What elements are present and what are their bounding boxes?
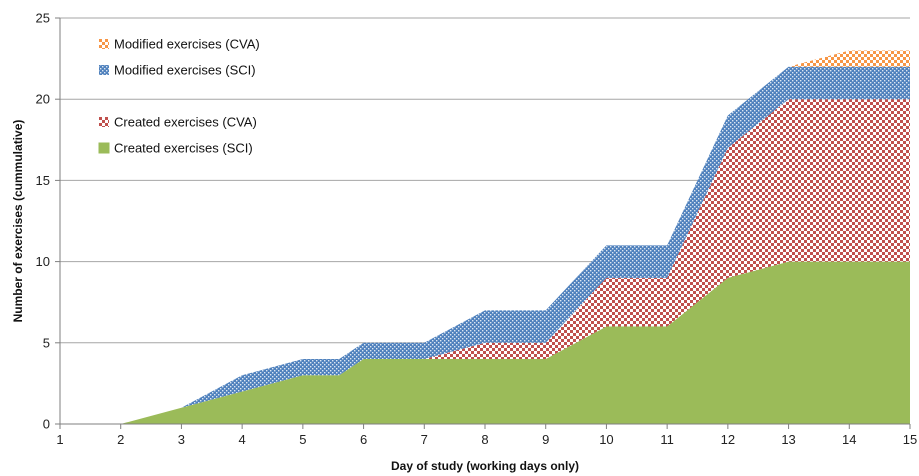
legend-swatch-2: [99, 117, 109, 127]
x-tick-label: 7: [421, 432, 428, 447]
y-tick-label: 5: [43, 335, 50, 350]
x-tick-label: 12: [721, 432, 735, 447]
y-tick-label: 15: [36, 173, 50, 188]
y-axis-title: Number of exercises (cummulative): [11, 120, 25, 323]
area-series-1: [120, 99, 910, 424]
x-tick-label: 5: [299, 432, 306, 447]
area-series: [120, 50, 910, 424]
x-tick-label: 13: [781, 432, 795, 447]
x-tick-label: 8: [481, 432, 488, 447]
x-tick-label: 3: [178, 432, 185, 447]
legend-swatch-1: [99, 65, 109, 75]
x-axis-title: Day of study (working days only): [391, 459, 579, 473]
x-tick-label: 10: [599, 432, 613, 447]
area-series-2: [120, 66, 910, 424]
x-tick-label: 2: [117, 432, 124, 447]
y-tick-label: 10: [36, 254, 50, 269]
legend-label-0: Modified exercises (CVA): [114, 37, 260, 52]
y-tick-label: 20: [36, 92, 50, 107]
legend-label-3: Created exercises (SCI): [114, 141, 253, 156]
y-tick-label: 0: [43, 417, 50, 432]
legend-swatch-0: [99, 39, 109, 49]
legend-label-1: Modified exercises (SCI): [114, 63, 256, 78]
x-tick-label: 9: [542, 432, 549, 447]
y-tick-label: 25: [36, 11, 50, 26]
x-tick-label: 1: [56, 432, 63, 447]
x-tick-label: 11: [660, 432, 674, 447]
x-tick-label: 15: [903, 432, 917, 447]
legend-label-2: Created exercises (CVA): [114, 115, 257, 130]
area-series-0: [120, 261, 910, 424]
x-tick-label: 6: [360, 432, 367, 447]
x-tick-label: 14: [842, 432, 856, 447]
x-tick-label: 4: [239, 432, 246, 447]
legend: Modified exercises (CVA) Modified exercis…: [98, 37, 260, 156]
legend-swatch-3: [98, 142, 110, 154]
